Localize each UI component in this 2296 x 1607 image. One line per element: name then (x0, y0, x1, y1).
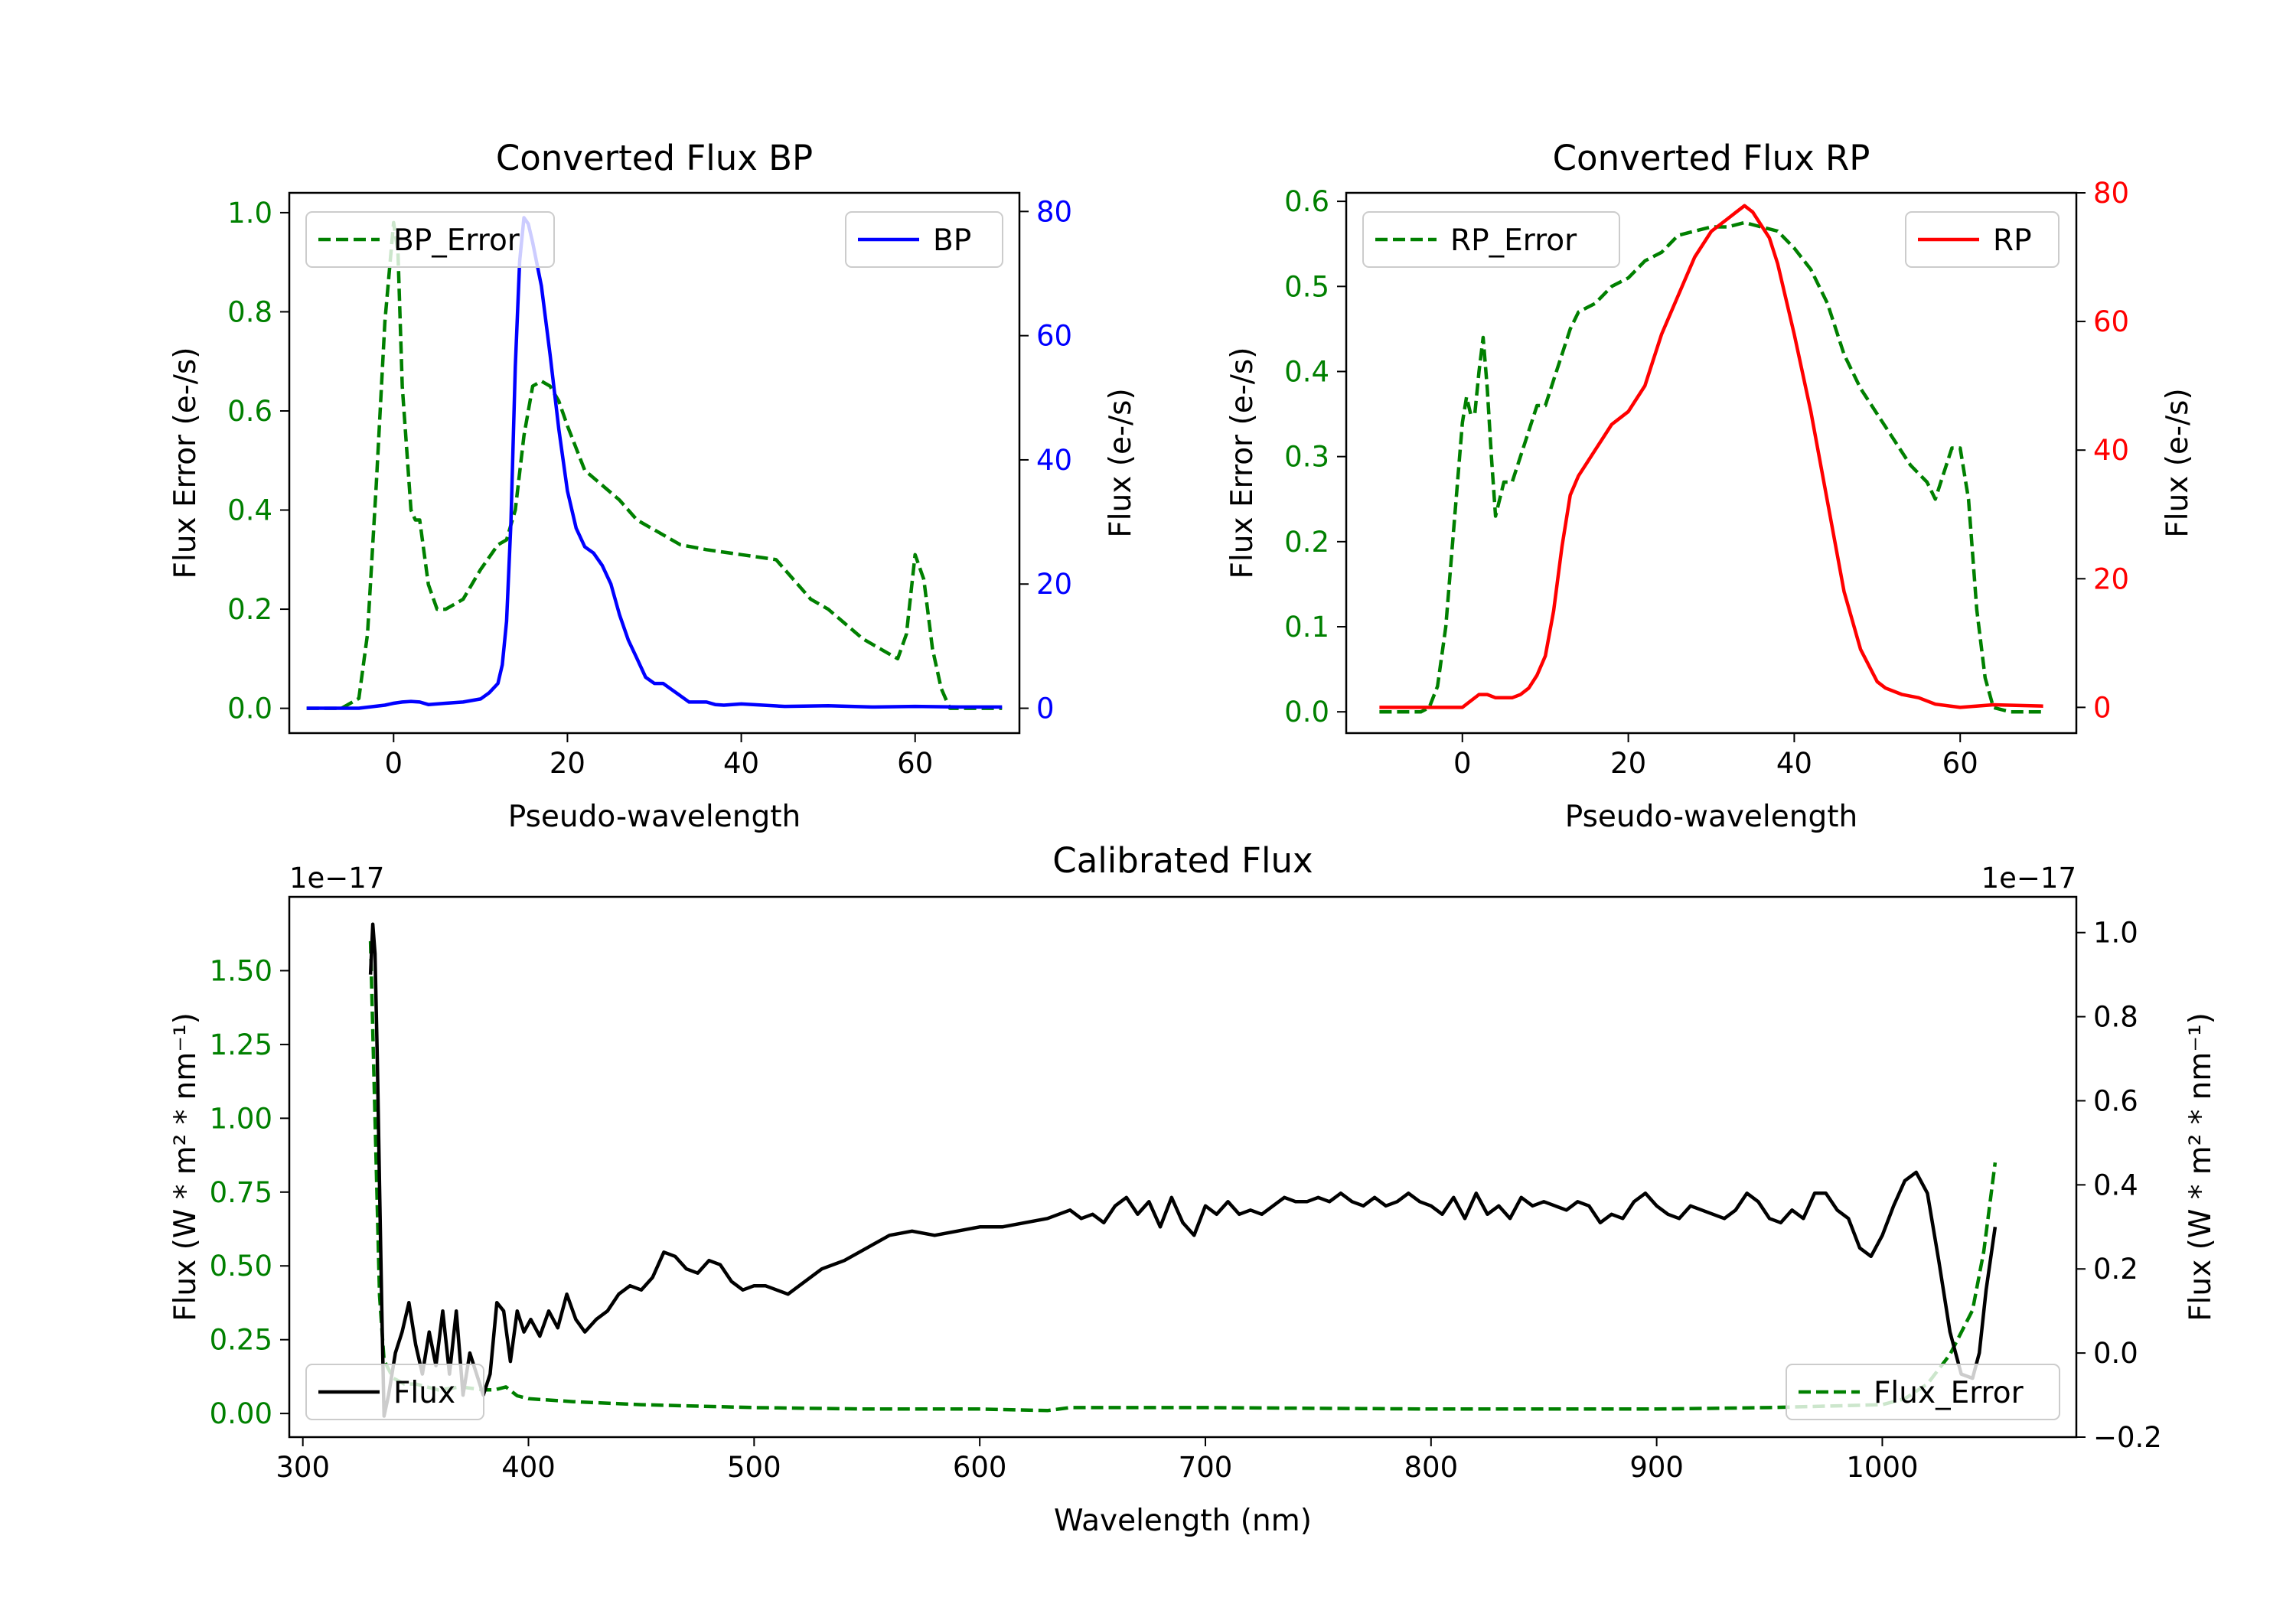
legend-flux: Flux (305, 1364, 484, 1420)
x-tick-label: 60 (1942, 747, 1978, 780)
axes-frame-bp (288, 191, 1021, 735)
x-tick-label: 900 (1629, 1451, 1684, 1484)
y-left-tick-label: 0.2 (1284, 526, 1329, 559)
x-tick-label: 40 (723, 747, 759, 780)
x-tick-label: 400 (501, 1451, 556, 1484)
legend-box (1786, 1364, 2060, 1420)
y-right-tick-label: 0 (2093, 691, 2112, 724)
series-line-bp-error (306, 220, 1003, 710)
y-left-tick-label: 1.00 (210, 1102, 272, 1135)
y-right-tick-label: 80 (2093, 177, 2129, 210)
x-tick-label: 20 (1610, 747, 1646, 780)
y-left-tick-label: 0.75 (210, 1176, 272, 1209)
y-left-tick-label: 1.50 (210, 954, 272, 987)
y-left-axis-label: Flux Error (e-/s) (168, 347, 203, 579)
legend-box (1905, 211, 2060, 268)
x-axis-label: Wavelength (nm) (1054, 1504, 1312, 1538)
y-left-axis-label: Flux (W * m² * nm⁻¹) (168, 1012, 203, 1322)
legend-label: RP (1993, 223, 2032, 258)
offset-text-left: 1e−17 (289, 862, 384, 895)
legend-box (845, 211, 1003, 268)
axes-frame-cal (288, 895, 2078, 1439)
y-right-tick-label: 0 (1036, 693, 1055, 725)
chart-cal: 300 400 500 600 700 800 900 1000 0.00 0.25 0.50 0.7… (168, 840, 2218, 1538)
y-right-tick-label: 0.0 (2093, 1337, 2138, 1370)
legend-rp: RP (1905, 211, 2060, 268)
legend-label: BP (933, 223, 971, 258)
y-right-axis-label: Flux (e-/s) (2161, 388, 2195, 537)
series-line-rp-error (1379, 220, 2043, 714)
legend-flux-error: Flux_Error (1786, 1364, 2060, 1420)
legend-rp-error: RP_Error (1362, 211, 1620, 268)
y-left-tick-label: 0.6 (1284, 185, 1329, 218)
x-tick-label: 1000 (1846, 1451, 1918, 1484)
y-right-axis-label: Flux (e-/s) (1104, 388, 1138, 537)
legend-box (1362, 211, 1620, 268)
y-right-tick-label: 40 (1036, 444, 1072, 477)
y-left-tick-label: 0.6 (227, 395, 272, 428)
y-left-tick-label: 1.0 (227, 197, 272, 230)
y-right-tick-label: 0.6 (2093, 1084, 2138, 1117)
legend-label: RP_Error (1450, 223, 1577, 258)
x-tick-label: 600 (953, 1451, 1007, 1484)
legend-label: Flux_Error (1874, 1376, 2024, 1410)
x-axis-label: Pseudo-wavelength (1565, 800, 1857, 834)
y-right-tick-label: 40 (2093, 434, 2129, 467)
legend-box (305, 1364, 484, 1420)
x-tick-label: 60 (897, 747, 933, 780)
x-tick-label: 500 (727, 1451, 781, 1484)
x-tick-label: 300 (276, 1451, 330, 1484)
y-left-tick-label: 0.00 (210, 1397, 272, 1430)
y-left-tick-label: 0.1 (1284, 611, 1329, 644)
chart-title: Calibrated Flux (1052, 840, 1313, 881)
y-right-tick-label: 60 (2093, 305, 2129, 338)
y-right-tick-label: 1.0 (2093, 917, 2138, 950)
y-left-tick-label: 0.4 (227, 494, 272, 527)
y-right-tick-label: 80 (1036, 195, 1072, 228)
y-left-tick-label: 0.5 (1284, 270, 1329, 303)
chart-title: Converted Flux BP (496, 138, 813, 178)
x-tick-label: 800 (1404, 1451, 1458, 1484)
y-right-tick-label: 0.2 (2093, 1253, 2138, 1286)
legend-bp: BP (845, 211, 1003, 268)
y-left-tick-label: 0.3 (1284, 441, 1329, 474)
y-right-tick-label: 20 (2093, 562, 2129, 595)
y-left-tick-label: 0.8 (227, 295, 272, 328)
y-right-tick-label: −0.2 (2093, 1421, 2162, 1454)
y-left-tick-label: 1.25 (210, 1028, 272, 1061)
y-right-tick-label: 0.8 (2093, 1001, 2138, 1034)
offset-text-right: 1e−17 (1981, 862, 2076, 895)
chart-title: Converted Flux RP (1553, 138, 1870, 178)
y-left-tick-label: 0.0 (227, 693, 272, 725)
x-tick-label: 0 (1453, 747, 1472, 780)
y-left-axis-label: Flux Error (e-/s) (1225, 347, 1260, 579)
y-left-tick-label: 0.25 (210, 1324, 272, 1357)
y-right-tick-label: 0.4 (2093, 1169, 2138, 1201)
series-line-flux (368, 922, 1998, 1418)
plot-area-rp (1379, 204, 2043, 714)
legend-box (305, 211, 555, 268)
y-left-tick-label: 0.4 (1284, 355, 1329, 388)
series-line-bp (306, 216, 1003, 710)
plot-area-bp (306, 216, 1003, 710)
x-tick-label: 0 (385, 747, 403, 780)
y-right-tick-label: 60 (1036, 320, 1072, 353)
series-line-rp (1379, 204, 2043, 709)
x-axis-label: Pseudo-wavelength (508, 800, 801, 834)
chart-rp: 0 20 40 60 0.0 0.1 0.2 0.3 0.4 0.5 0.6 0 20 40 60 80 Con… (1225, 138, 2195, 834)
x-tick-label: 20 (550, 747, 585, 780)
legend-label: BP_Error (393, 223, 520, 258)
x-tick-label: 40 (1776, 747, 1812, 780)
y-left-tick-label: 0.2 (227, 593, 272, 626)
y-right-axis-label: Flux (W * m² * nm⁻¹) (2183, 1012, 2218, 1322)
axes-frame-rp (1345, 191, 2078, 735)
legend-label: Flux (393, 1376, 455, 1410)
y-left-tick-label: 0.50 (210, 1250, 272, 1283)
x-tick-label: 700 (1179, 1451, 1233, 1484)
y-right-tick-label: 20 (1036, 568, 1072, 601)
chart-bp: 0 20 40 60 0.0 0.2 0.4 0.6 0.8 1.0 0 20 40 60 80 Conver… (168, 138, 1138, 834)
legend-bp-error: BP_Error (305, 211, 555, 268)
y-left-tick-label: 0.0 (1284, 696, 1329, 729)
